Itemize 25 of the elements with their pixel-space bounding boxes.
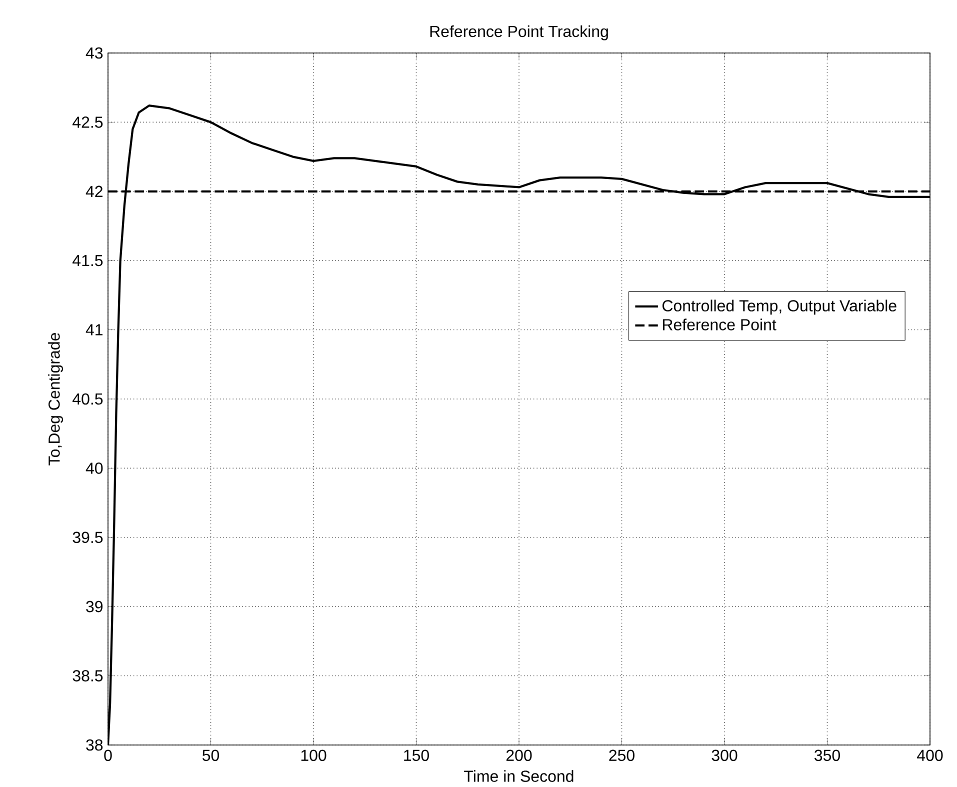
x-tick-label: 200 [506, 750, 532, 762]
y-tick-label: 42.5 [72, 116, 103, 128]
legend-label: Controlled Temp, Output Variable [662, 300, 896, 315]
y-tick-label: 40.5 [72, 393, 103, 405]
x-tick-label: 300 [712, 750, 738, 762]
x-tick-label: 50 [202, 750, 220, 762]
x-tick-label: 250 [609, 750, 634, 762]
chart-title: Reference Point Tracking [430, 25, 608, 40]
x-axis-title: Time in Second [464, 770, 574, 782]
y-tick-label: 39.5 [72, 532, 103, 544]
y-tick-label: 38 [86, 739, 103, 751]
x-tick-label: 350 [814, 750, 840, 762]
x-tick-label: 0 [104, 750, 112, 762]
x-tick-label: 100 [301, 750, 326, 762]
y-axis-title: To,Deg Centigrade [48, 333, 63, 466]
y-tick-label: 41 [86, 324, 103, 336]
y-tick-label: 38.5 [72, 670, 103, 682]
legend-label: Reference Point [663, 318, 776, 330]
y-tick-label: 43 [86, 47, 103, 59]
x-tick-label: 150 [404, 750, 429, 762]
y-tick-label: 41.5 [72, 255, 103, 266]
x-tick-label: 400 [917, 750, 943, 762]
y-tick-label: 42 [86, 186, 102, 197]
y-tick-label: 39 [86, 600, 103, 612]
y-tick-label: 40 [86, 462, 103, 474]
